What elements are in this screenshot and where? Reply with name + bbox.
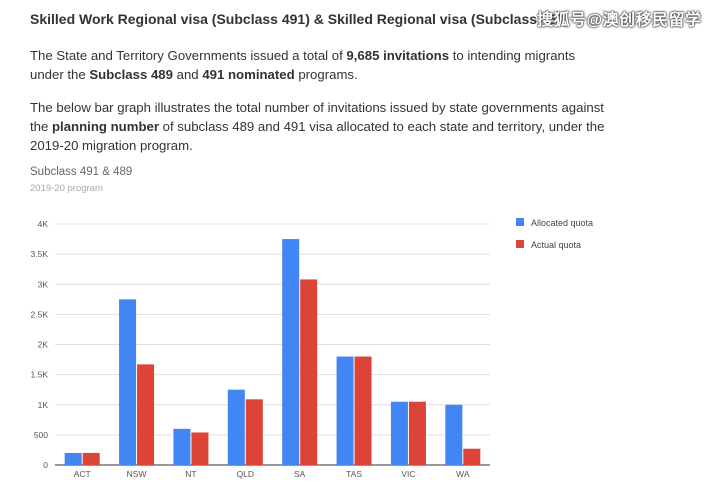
p1-text-b: to intending migrants under the <box>30 48 576 82</box>
x-tick-label: QLD <box>237 469 254 479</box>
p1-bold-invitations: 9,685 invitations <box>346 48 450 63</box>
p1-text-a: The State and Territory Governments issu… <box>30 48 347 63</box>
bar-actual-nsw <box>137 364 155 465</box>
x-tick-label: ACT <box>74 469 91 479</box>
page-title: Skilled Work Regional visa (Subclass 491… <box>30 11 569 27</box>
x-tick-label: TAS <box>346 469 362 479</box>
legend-label: Actual quota <box>531 240 581 250</box>
y-tick-label: 1K <box>38 400 49 410</box>
p2-text-b: of subclass 489 and 491 visa allocated t… <box>30 119 605 153</box>
bar-actual-qld <box>245 399 263 465</box>
legend-swatch <box>516 218 524 226</box>
bar-allocated-qld <box>227 389 245 465</box>
chart-title: Subclass 491 & 489 <box>30 166 133 178</box>
bar-allocated-nt <box>173 428 191 465</box>
intro-paragraph-1: The State and Territory Governments issu… <box>30 46 610 84</box>
watermark: 搜狐号@澳创移民留学 <box>537 12 702 29</box>
x-tick-label: VIC <box>401 469 415 479</box>
p2-bold-planning: planning number <box>52 119 159 134</box>
bar-actual-nt <box>191 432 209 465</box>
p1-bold-nominated: 491 nominated <box>202 67 295 82</box>
bar-allocated-sa <box>282 239 300 465</box>
bar-actual-tas <box>354 356 372 465</box>
bar-allocated-vic <box>390 401 408 465</box>
x-tick-label: SA <box>294 469 306 479</box>
bar-actual-vic <box>408 401 426 465</box>
p1-bold-subclass: Subclass 489 <box>89 67 173 82</box>
bar-actual-wa <box>463 448 481 465</box>
bar-allocated-act <box>64 452 82 465</box>
x-tick-label: WA <box>456 469 470 479</box>
legend-label: Allocated quota <box>531 218 593 228</box>
bar-allocated-wa <box>445 404 463 465</box>
y-tick-label: 500 <box>34 430 48 440</box>
y-tick-label: 0 <box>43 460 48 470</box>
y-tick-label: 3.5K <box>31 249 49 259</box>
p1-text-d: programs. <box>294 67 358 82</box>
bar-allocated-nsw <box>119 299 137 465</box>
y-tick-label: 2K <box>38 340 49 350</box>
chart-subtitle: 2019-20 program <box>30 183 103 194</box>
y-tick-label: 4K <box>38 219 49 229</box>
y-tick-label: 2.5K <box>31 309 49 319</box>
legend-swatch <box>516 240 524 248</box>
x-tick-label: NT <box>185 469 196 479</box>
y-tick-label: 3K <box>38 279 49 289</box>
bar-allocated-tas <box>336 356 354 465</box>
intro-paragraph-2: The below bar graph illustrates the tota… <box>30 98 610 155</box>
x-tick-label: NSW <box>127 469 147 479</box>
p2-text-a: The below bar graph illustrates the tota… <box>30 100 604 134</box>
bar-actual-act <box>82 452 100 465</box>
p1-text-c: and <box>172 67 203 82</box>
y-tick-label: 1.5K <box>31 370 49 380</box>
bar-actual-sa <box>300 279 318 465</box>
